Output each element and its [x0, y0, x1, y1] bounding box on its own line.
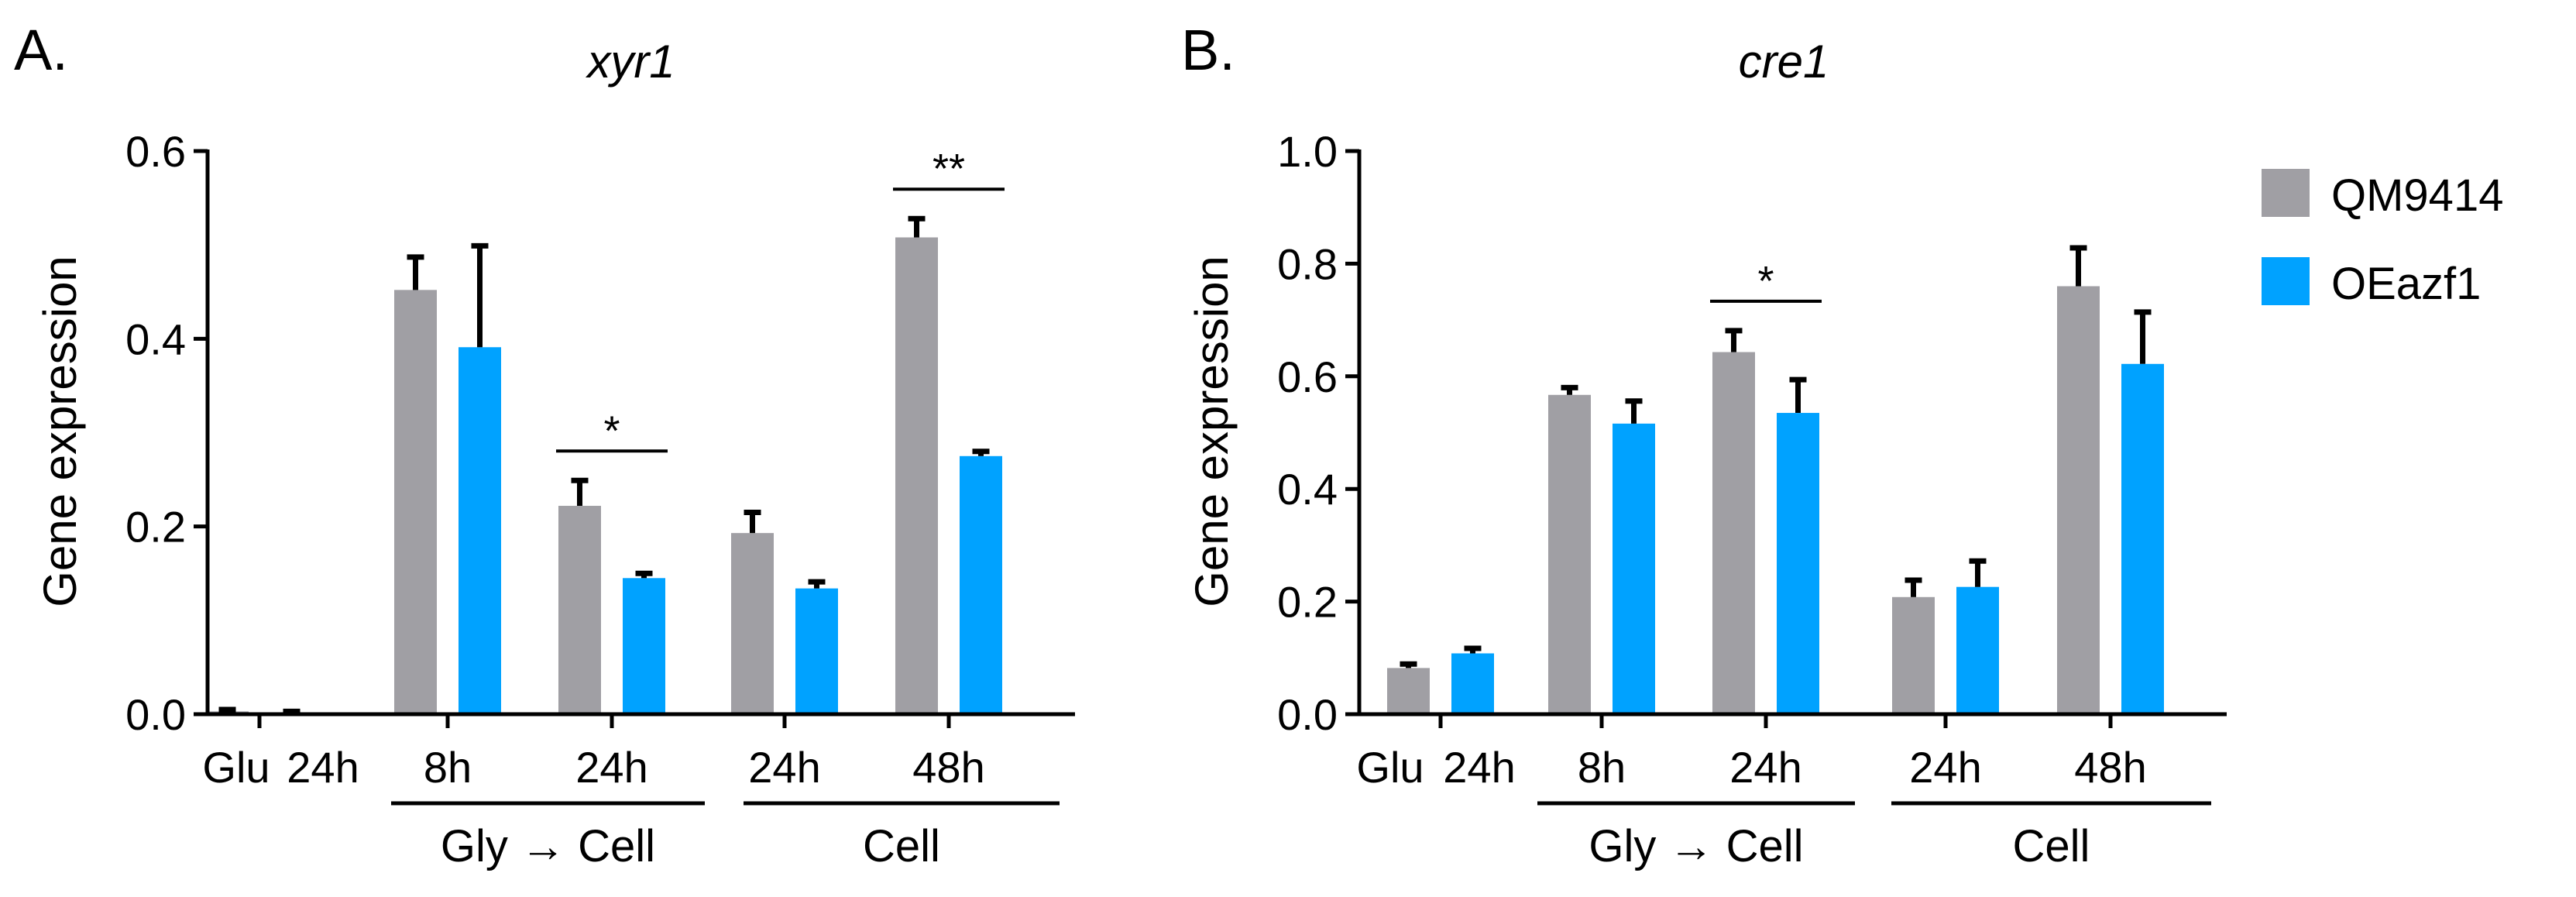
y-tick-label: 0.0	[1277, 690, 1338, 739]
panel-label: A.	[14, 18, 68, 82]
bar-qm9414-1	[394, 290, 437, 714]
bar-qm9414-1	[1548, 394, 1591, 714]
bar-qm9414-2	[558, 506, 601, 714]
y-tick-label: 0.4	[125, 314, 186, 363]
legend-label-oeazf1: OEazf1	[2331, 259, 2481, 309]
y-tick-label: 0.2	[125, 503, 186, 552]
y-tick-label: 0.4	[1277, 465, 1338, 514]
bar-oeazf1-1	[1613, 423, 1655, 714]
bar-qm9414-0	[1387, 668, 1430, 714]
group-label: Cell	[863, 821, 940, 871]
x-tick-label: 8h	[1578, 743, 1626, 792]
significance-marker: **	[933, 146, 965, 192]
bar-qm9414-4	[895, 237, 938, 714]
group-label: Gly → Cell	[441, 821, 655, 871]
x-tick-label: 24h	[1729, 743, 1801, 792]
legend-label-qm9414: QM9414	[2331, 170, 2503, 221]
x-tick-label: 24h	[287, 743, 359, 792]
x-tick-label: 48h	[2074, 743, 2146, 792]
chart-title: cre1	[1739, 36, 1829, 88]
panel-a: A. xyr1 Gene expression 0.0 0.2 0.4 0.6 Glu 2…	[14, 18, 1075, 871]
bar-oeazf1-2	[1777, 413, 1819, 714]
panel-b: B. cre1 Gene expression 0.0 0.2 0.4 0.6 0.8 1…	[1181, 18, 2227, 871]
bar-qm9414-2	[1712, 352, 1755, 714]
bar-qm9414-3	[1892, 596, 1935, 714]
x-tick-label: Glu	[202, 743, 270, 792]
x-tick-label: 24h	[1909, 743, 1981, 792]
x-tick-label: 24h	[575, 743, 647, 792]
group-label: Cell	[2013, 821, 2090, 871]
y-axis-label: Gene expression	[1186, 256, 1238, 607]
bar-oeazf1-3	[795, 588, 838, 714]
bar-qm9414-4	[2057, 286, 2100, 715]
y-tick-label: 0.0	[125, 690, 186, 739]
x-tick-label: 24h	[748, 743, 820, 792]
y-tick-label: 0.6	[125, 127, 186, 176]
panel-label: B.	[1181, 18, 1235, 82]
legend-swatch-oeazf1	[2262, 257, 2310, 305]
y-tick-label: 1.0	[1277, 127, 1338, 176]
group-label: Gly → Cell	[1589, 821, 1803, 871]
bar-qm9414-3	[731, 533, 774, 714]
y-tick-label: 0.8	[1277, 239, 1338, 288]
y-axis-label: Gene expression	[34, 256, 86, 607]
x-tick-label: 48h	[912, 743, 984, 792]
bar-oeazf1-3	[1956, 586, 1999, 714]
x-tick-label: 8h	[424, 743, 472, 792]
x-tick-label: 24h	[1443, 743, 1515, 792]
bar-oeazf1-1	[459, 347, 501, 714]
significance-marker: *	[1757, 258, 1774, 304]
y-tick-label: 0.2	[1277, 578, 1338, 627]
chart-title: xyr1	[585, 36, 675, 88]
bar-oeazf1-4	[960, 455, 1002, 714]
significance-marker: *	[603, 407, 620, 454]
legend-swatch-qm9414	[2262, 169, 2310, 217]
bar-oeazf1-2	[623, 578, 665, 714]
bar-oeazf1-0	[1451, 653, 1494, 714]
legend: QM9414 OEazf1	[2262, 169, 2503, 309]
y-tick-label: 0.6	[1277, 352, 1338, 401]
plot-area: 0.0 0.2 0.4 0.6 0.8 1.0 Glu 24h 8h 24h 24h 48h Gly →…	[1277, 127, 2227, 871]
bar-oeazf1-4	[2121, 363, 2164, 714]
plot-area: 0.0 0.2 0.4 0.6 Glu 24h 8h 24h 24h 48h Gly → Cell C…	[125, 127, 1075, 871]
x-tick-label: Glu	[1356, 743, 1424, 792]
